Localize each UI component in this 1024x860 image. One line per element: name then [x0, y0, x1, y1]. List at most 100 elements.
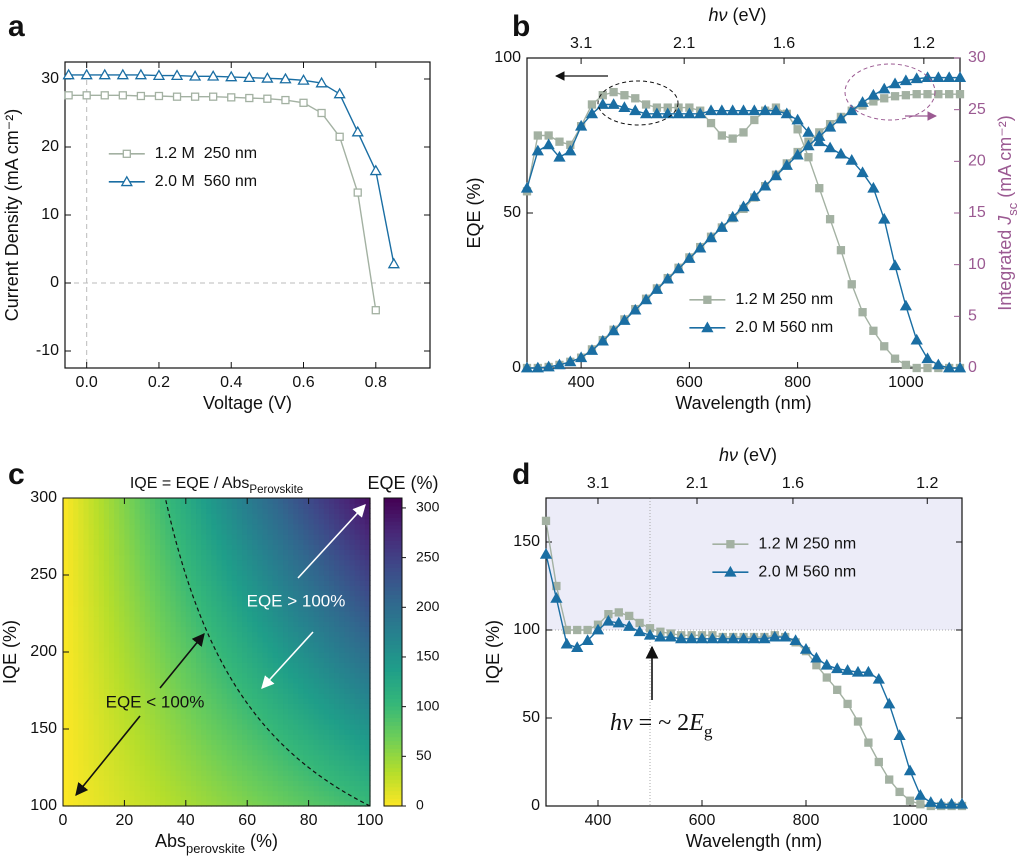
- annotation-part: hν: [610, 710, 633, 736]
- heatmap-cell: [308, 775, 315, 781]
- heatmap-cell: [344, 754, 351, 761]
- heatmap-cell: [134, 780, 141, 787]
- heatmap-cell: [190, 600, 197, 607]
- heatmap-cell: [206, 734, 212, 740]
- heatmap-cell: [277, 759, 284, 766]
- heatmap-cell: [139, 723, 146, 730]
- heatmap-cell: [257, 595, 264, 602]
- colorbar-cell: [384, 555, 402, 561]
- heatmap-cell: [288, 590, 294, 597]
- heatmap-cell: [272, 667, 279, 674]
- heatmap-cell: [155, 554, 161, 561]
- heatmap-cell: [201, 734, 207, 740]
- heatmap-cell: [93, 559, 100, 566]
- heatmap-cell: [139, 544, 146, 550]
- heatmap-cell: [313, 662, 320, 668]
- heatmap-cell: [303, 646, 310, 653]
- heatmap-cell: [170, 626, 177, 633]
- heatmap-cell: [98, 739, 105, 745]
- heatmap-cell: [98, 698, 105, 704]
- heatmap-cell: [144, 559, 151, 566]
- heatmap-cell: [257, 621, 264, 627]
- heatmap-cell: [262, 539, 269, 545]
- heatmap-cell: [257, 641, 264, 648]
- heatmap-cell: [216, 503, 223, 509]
- heatmap-cell: [149, 693, 156, 699]
- heatmap-cell: [262, 636, 269, 643]
- heatmap-cell: [88, 539, 95, 545]
- heatmap-cell: [262, 775, 269, 781]
- heatmap-cell: [63, 518, 69, 525]
- heatmap-cell: [293, 723, 299, 730]
- heatmap-cell: [247, 698, 253, 704]
- heatmap-cell: [165, 564, 172, 571]
- heatmap-cell: [354, 503, 361, 509]
- heatmap-cell: [283, 790, 289, 797]
- heatmap-cell: [242, 672, 248, 679]
- heatmap-cell: [293, 549, 299, 556]
- heatmap-cell: [247, 770, 253, 776]
- heatmap-cell: [221, 652, 228, 658]
- heatmap-cell: [73, 554, 79, 561]
- heatmap-cell: [180, 667, 187, 674]
- heatmap-cell: [318, 554, 325, 561]
- heatmap-cell: [334, 518, 340, 525]
- data-point: [813, 135, 826, 147]
- heatmap-cell: [303, 533, 310, 540]
- heatmap-cell: [103, 605, 110, 612]
- heatmap-cell: [78, 759, 85, 766]
- heatmap-cell: [124, 734, 131, 740]
- heatmap-cell: [226, 564, 233, 571]
- heatmap-cell: [83, 580, 90, 586]
- heatmap-cell: [155, 621, 161, 627]
- heatmap-cell: [359, 569, 366, 576]
- heatmap-cell: [155, 739, 161, 745]
- heatmap-cell: [308, 539, 315, 545]
- heatmap-cell: [231, 698, 238, 704]
- heatmap-cell: [78, 518, 85, 525]
- heatmap-cell: [288, 523, 294, 530]
- data-point: [932, 358, 945, 370]
- heatmap-cell: [272, 575, 279, 581]
- heatmap-cell: [308, 498, 315, 504]
- heatmap-cell: [242, 544, 248, 550]
- colorbar-cell: [384, 755, 402, 761]
- heatmap-cell: [272, 770, 279, 776]
- heatmap-cell: [262, 729, 269, 735]
- heatmap-cell: [68, 749, 74, 756]
- heatmap-cell: [242, 549, 248, 556]
- heatmap-cell: [303, 590, 310, 597]
- heatmap-cell: [98, 652, 105, 658]
- heatmap-cell: [109, 693, 115, 699]
- heatmap-cell: [272, 544, 279, 550]
- heatmap-cell: [139, 641, 146, 648]
- background-layer: [63, 498, 962, 807]
- heatmap-cell: [160, 687, 166, 694]
- heatmap-cell: [329, 739, 335, 745]
- heatmap-cell: [313, 595, 320, 602]
- heatmap-cell: [129, 764, 136, 771]
- heatmap-cell: [175, 718, 182, 725]
- heatmap-cell: [83, 646, 90, 653]
- heatmap-cell: [344, 641, 351, 648]
- heatmap-cell: [185, 652, 192, 658]
- heatmap-cell: [109, 718, 115, 725]
- heatmap-cell: [354, 749, 361, 756]
- heatmap-cell: [298, 734, 305, 740]
- heatmap-cell: [364, 780, 371, 787]
- heatmap-cell: [134, 569, 141, 576]
- colorbar-cell: [384, 748, 402, 753]
- heatmap-cell: [303, 539, 310, 545]
- heatmap-cell: [155, 544, 161, 550]
- heatmap-cell: [364, 713, 371, 720]
- heatmap-cell: [329, 544, 335, 550]
- heatmap-cell: [277, 790, 284, 797]
- heatmap-cell: [190, 693, 197, 699]
- heatmap-cell: [226, 785, 233, 792]
- heatmap-cell: [318, 590, 325, 597]
- heatmap-cell: [206, 636, 212, 643]
- heatmap-cell: [170, 754, 177, 761]
- heatmap-cell: [78, 800, 85, 807]
- heatmap-cell: [283, 616, 289, 622]
- heatmap-cell: [109, 744, 115, 751]
